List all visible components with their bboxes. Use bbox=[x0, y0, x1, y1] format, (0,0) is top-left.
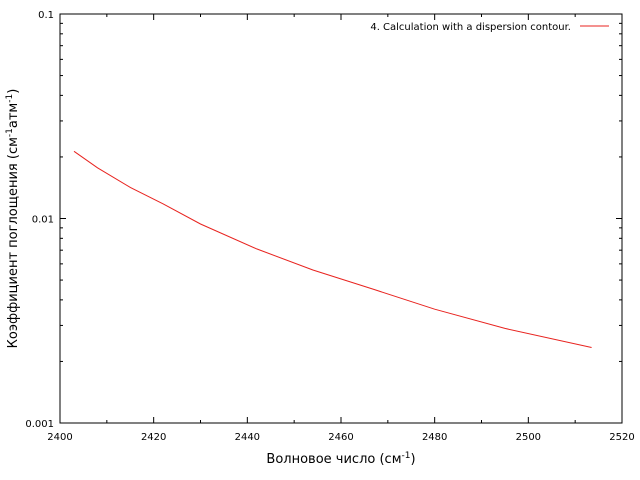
y-tick-label: 0.1 bbox=[38, 10, 54, 21]
x-axis-title-end: ) bbox=[410, 452, 415, 467]
x-axis-ticks: 2400 2420 2440 2460 2480 2500 2520 bbox=[47, 14, 635, 443]
legend-label-series-1: 4. Calculation with a dispersion contour… bbox=[370, 22, 571, 33]
x-axis-title-main: Волновое число (см bbox=[266, 452, 401, 467]
y-axis-title-mid: атм bbox=[6, 103, 21, 128]
x-tick-label: 2420 bbox=[141, 432, 166, 443]
y-tick-label: 0.001 bbox=[25, 419, 54, 430]
y-axis-title-superscript-2: -1 bbox=[5, 94, 15, 103]
x-tick-label: 2480 bbox=[422, 432, 447, 443]
series-line-1 bbox=[73, 150, 592, 348]
x-axis-title-superscript: -1 bbox=[402, 451, 411, 461]
series-layer bbox=[73, 150, 592, 348]
x-tick-label: 2460 bbox=[328, 432, 353, 443]
y-axis-title: Коэффициент поглощения (см-1атм-1) bbox=[5, 89, 21, 349]
y-axis-title-main: Коэффициент поглощения (см bbox=[6, 137, 21, 348]
y-axis-title-superscript-1: -1 bbox=[5, 128, 15, 137]
y-axis-title-end: ) bbox=[6, 89, 21, 94]
x-axis-title: Волновое число (см-1) bbox=[266, 451, 415, 467]
x-tick-label: 2440 bbox=[235, 432, 260, 443]
y-axis-ticks: 0.001 0.01 0.1 bbox=[25, 10, 622, 430]
x-tick-label: 2500 bbox=[516, 432, 541, 443]
x-tick-label: 2520 bbox=[609, 432, 634, 443]
y-tick-label: 0.01 bbox=[32, 215, 54, 226]
x-tick-label: 2400 bbox=[47, 432, 72, 443]
